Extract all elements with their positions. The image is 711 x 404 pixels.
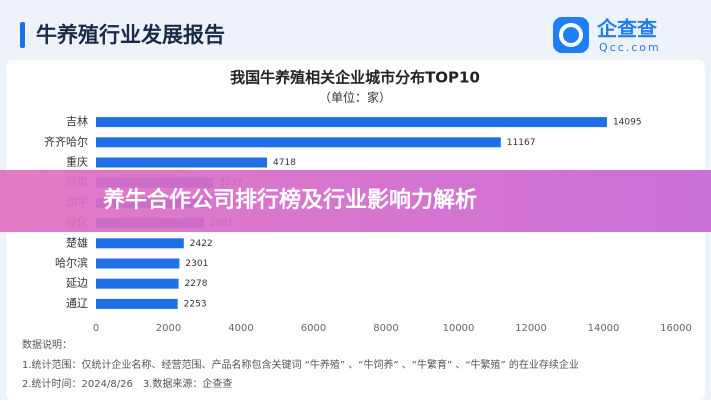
y-tick-label: 延边	[66, 277, 88, 290]
x-tick-label: 8000	[373, 323, 398, 334]
y-tick-label: 哈尔滨	[55, 256, 88, 270]
value-label: 2253	[184, 299, 207, 309]
header-title: 牛养殖行业发展报告	[36, 23, 225, 47]
x-tick-label: 12000	[515, 323, 547, 334]
x-tick-label: 16000	[660, 323, 692, 334]
x-tick-label: 14000	[588, 323, 620, 334]
y-tick-label: 吉林	[66, 114, 88, 128]
note-line: 1.统计范围：仅统计企业名称、经营范围、产品名称包含关键词 “牛养殖” 、“牛饲…	[22, 358, 579, 371]
value-label: 2278	[185, 279, 208, 289]
banner-text: 养牛合作公司排行榜及行业影响力解析	[102, 187, 477, 213]
bar	[96, 238, 184, 249]
x-tick-label: 2000	[156, 323, 181, 334]
value-label: 4718	[273, 158, 296, 168]
bar	[96, 278, 179, 289]
bar	[96, 137, 501, 148]
logo-icon	[553, 17, 589, 53]
note-line: 2.统计时间：2024/8/26 3.数据来源：企查查	[22, 377, 232, 390]
bar	[96, 258, 180, 269]
value-label: 11167	[507, 138, 536, 148]
chart-title: 我国牛养殖相关企业城市分布TOP10	[230, 69, 480, 87]
x-tick-label: 0	[93, 323, 99, 334]
header-accent	[20, 22, 25, 48]
bar	[96, 117, 607, 128]
logo-mark	[559, 23, 583, 47]
x-tick-label: 6000	[301, 323, 326, 334]
logo-url: Qcc.com	[599, 41, 661, 54]
y-tick-label: 楚雄	[66, 235, 88, 249]
logo-name: 企查查	[596, 17, 657, 41]
x-tick-label: 10000	[443, 323, 475, 334]
bar	[96, 298, 178, 309]
chart-subtitle: （单位：家）	[319, 90, 391, 105]
y-tick-label: 齐齐哈尔	[44, 134, 88, 148]
banner	[0, 170, 711, 232]
value-label: 2301	[185, 259, 208, 269]
y-tick-label: 通辽	[66, 297, 88, 310]
value-label: 14095	[613, 118, 642, 128]
y-tick-label: 重庆	[66, 155, 88, 169]
bar	[96, 157, 268, 168]
value-label: 2422	[190, 239, 213, 249]
notes-heading: 数据说明：	[22, 338, 72, 351]
logo: 企查查 Qcc.com	[553, 17, 661, 54]
x-tick-label: 4000	[228, 323, 253, 334]
